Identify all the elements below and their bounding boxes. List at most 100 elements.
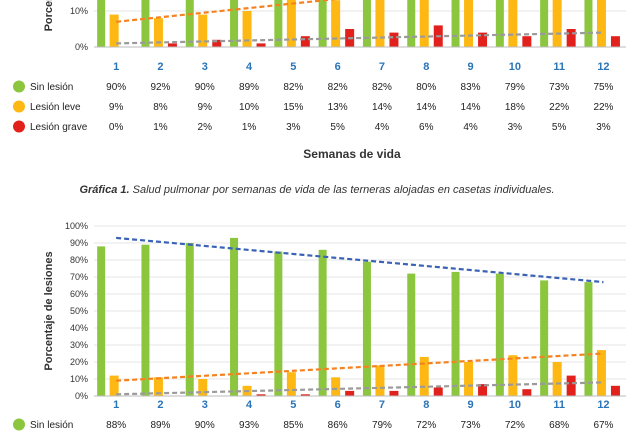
c0-bar — [97, 0, 106, 47]
c1-bar — [522, 389, 532, 396]
c0-bar — [584, 0, 593, 47]
c1-y-tick-label: 40% — [70, 323, 88, 333]
caption-text: Salud pulmonar por semanas de vida de la… — [129, 184, 555, 196]
c1-category-label: 12 — [597, 399, 609, 411]
c0-data-label: 3% — [596, 122, 611, 133]
c1-bar — [508, 355, 518, 396]
c1-y-axis-title: Porcentaje de lesiones — [43, 251, 55, 370]
c1-bar — [331, 377, 341, 396]
c1-bar — [286, 372, 296, 396]
c0-category-label: 5 — [290, 61, 296, 73]
c1-data-label: 88% — [106, 420, 126, 431]
c0-category-label: 6 — [335, 61, 341, 73]
c0-data-label: 92% — [150, 82, 170, 93]
c0-data-label: 79% — [505, 82, 525, 93]
c0-data-label: 6% — [419, 122, 434, 133]
c0-bar — [318, 0, 327, 48]
c1-data-label: 72% — [505, 420, 525, 431]
c1-data-label: 72% — [416, 420, 436, 431]
c0-bar — [274, 0, 283, 48]
c0-data-label: 82% — [283, 82, 303, 93]
c0-bar — [167, 43, 177, 47]
c0-data-label: 14% — [372, 102, 392, 113]
c1-y-tick-label: 30% — [70, 340, 88, 350]
c0-data-label: 22% — [593, 102, 613, 113]
c0-bar — [610, 36, 620, 47]
c0-data-label: 4% — [375, 122, 390, 133]
c0-data-label: 13% — [328, 102, 348, 113]
c0-data-label: 15% — [283, 102, 303, 113]
c1-category-label: 2 — [157, 399, 163, 411]
c0-bar — [407, 0, 416, 47]
c1-category-label: 4 — [246, 399, 253, 411]
c1-data-label: 68% — [549, 420, 569, 431]
c0-bar — [419, 0, 429, 48]
c0-trendline — [116, 31, 604, 45]
c0-bar — [566, 29, 576, 47]
c0-category-label: 1 — [113, 61, 119, 73]
c1-data-label: 73% — [461, 420, 481, 431]
c0-legend-marker — [13, 120, 25, 133]
c1-trendline — [116, 236, 604, 284]
c1-bar — [419, 356, 429, 396]
c0-data-label: 75% — [593, 82, 613, 93]
c0-data-label: 0% — [109, 122, 124, 133]
c0-bar — [141, 0, 150, 47]
c0-bar — [552, 0, 562, 47]
c0-category-label: 3 — [202, 61, 208, 73]
c1-category-label: 9 — [467, 399, 473, 411]
c0-bar — [300, 36, 310, 47]
c1-bar — [300, 394, 310, 396]
c0-data-label: 4% — [463, 122, 478, 133]
c0-data-label: 3% — [508, 122, 523, 133]
c0-data-label: 89% — [239, 82, 259, 93]
c0-bar — [256, 43, 266, 47]
c0-bar — [495, 0, 504, 47]
c1-y-tick-label: 60% — [70, 289, 88, 299]
c1-bar — [375, 365, 385, 396]
c0-y-tick-label: 10% — [70, 6, 88, 16]
c1-category-label: 8 — [423, 399, 429, 411]
c0-bar — [185, 0, 194, 47]
c1-y-tick-label: 10% — [70, 374, 88, 384]
c0-bar — [596, 0, 606, 47]
c1-legend-marker — [13, 418, 25, 431]
c1-y-tick-label: 80% — [70, 255, 88, 265]
c1-bar — [345, 390, 355, 396]
c0-bar — [242, 11, 252, 47]
c1-bar — [274, 251, 283, 396]
c0-y-axis-title: Porcer — [43, 0, 55, 31]
c1-data-label: 67% — [593, 420, 613, 431]
c0-trendline — [116, 0, 338, 23]
c1-bar — [389, 390, 399, 396]
c0-data-label: 22% — [549, 102, 569, 113]
c1-category-label: 1 — [113, 399, 119, 411]
c0-category-label: 12 — [597, 61, 609, 73]
c0-data-label: 2% — [198, 122, 213, 133]
c0-data-label: 1% — [153, 122, 168, 133]
c0-bar — [153, 18, 163, 47]
c0-data-label: 9% — [198, 102, 213, 113]
c1-bar — [540, 280, 549, 396]
c0-bar — [212, 39, 222, 47]
c1-data-label: 85% — [283, 420, 303, 431]
c0-bar — [540, 0, 549, 47]
c0-legend-marker — [13, 100, 25, 113]
c1-category-label: 10 — [509, 399, 521, 411]
c1-y-tick-label: 100% — [65, 221, 88, 231]
c1-bar — [584, 282, 593, 396]
c0-category-label: 11 — [553, 61, 565, 73]
c1-legend-label: Sin lesión — [30, 420, 73, 431]
c1-bar — [230, 237, 239, 396]
c0-bar — [109, 14, 119, 48]
c1-bar — [109, 375, 119, 396]
c1-bar — [478, 384, 488, 396]
c1-y-tick-label: 20% — [70, 357, 88, 367]
c1-bar — [610, 385, 620, 396]
figure-caption: Gráfica 1. Salud pulmonar por semanas de… — [0, 184, 634, 196]
c1-bar — [198, 379, 208, 396]
c0-data-label: 73% — [549, 82, 569, 93]
c0-bar — [389, 32, 399, 47]
c0-legend-label: Lesión grave — [30, 122, 88, 133]
